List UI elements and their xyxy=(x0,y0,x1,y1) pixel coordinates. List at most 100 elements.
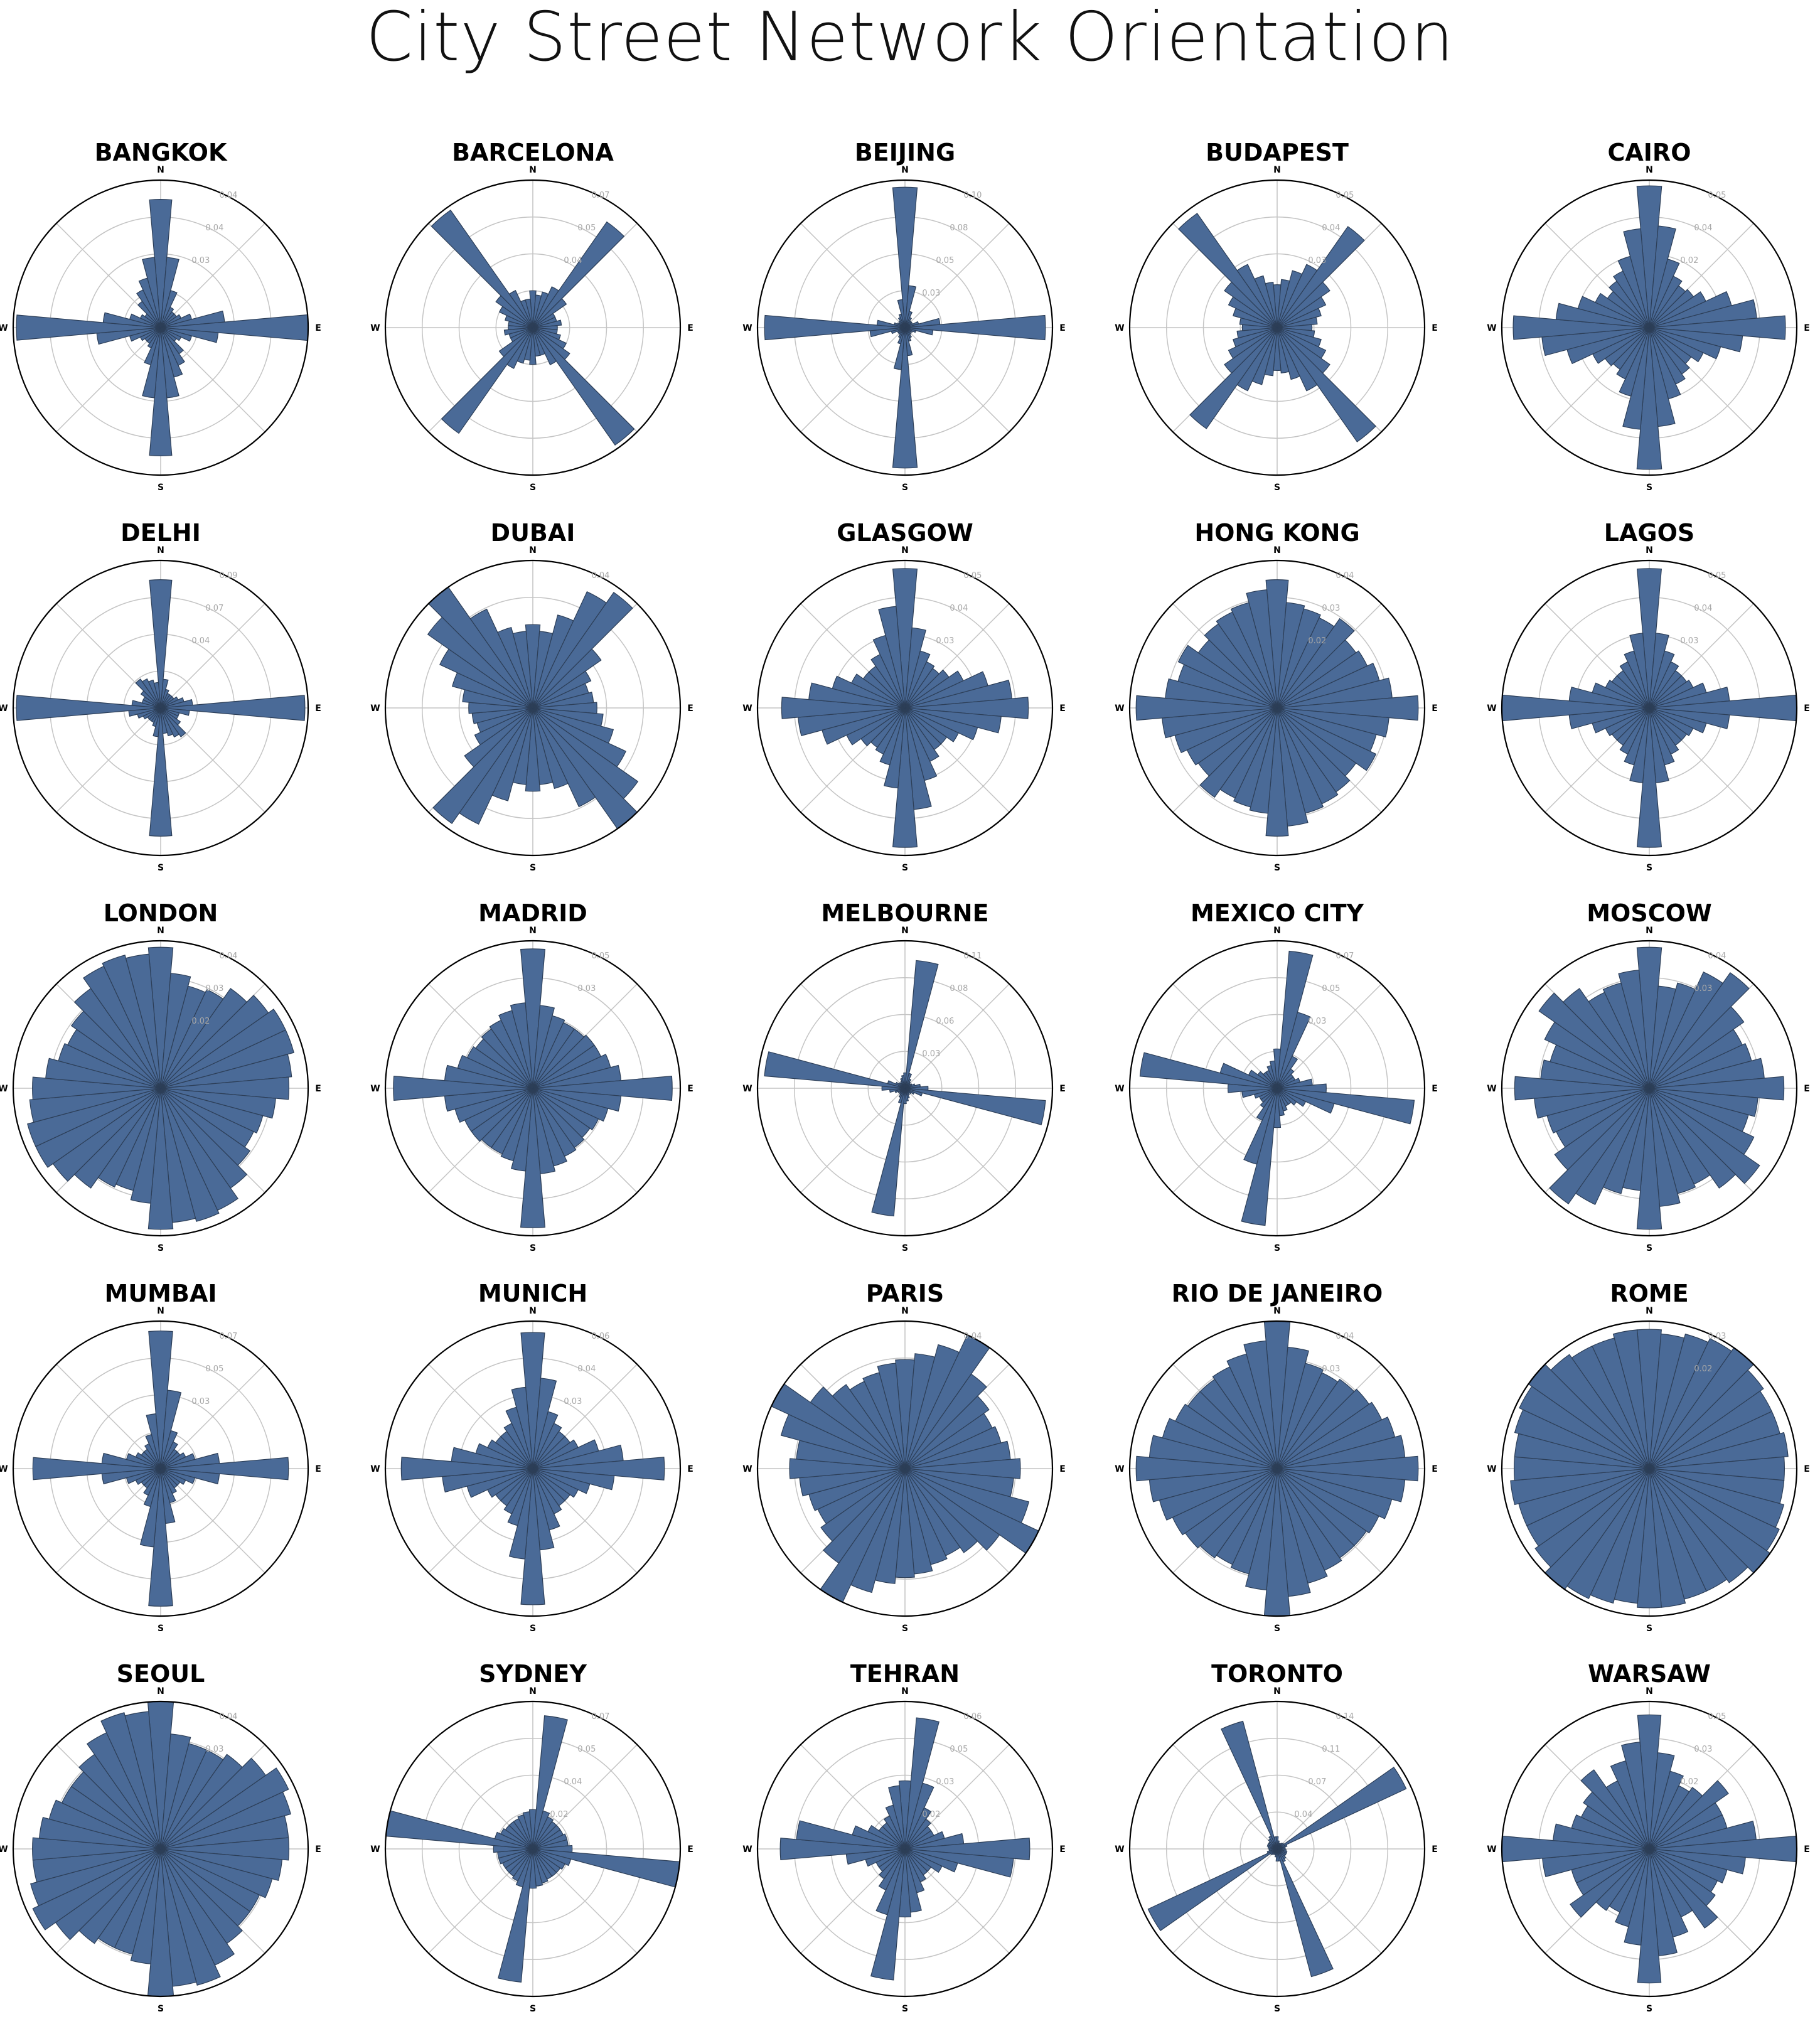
bar-350deg xyxy=(1269,1060,1278,1089)
bar-270deg xyxy=(764,314,906,341)
bar-200deg xyxy=(1615,1848,1650,1927)
bar-0deg xyxy=(1636,568,1662,709)
radial-tick-label: 0.06 xyxy=(936,1017,954,1026)
compass-label-e: E xyxy=(687,1084,693,1094)
grid-spoke xyxy=(56,1468,161,1573)
outer-circle xyxy=(12,1700,309,1998)
bar-210deg xyxy=(875,707,906,755)
bar-350deg xyxy=(1612,1329,1650,1469)
radial-tick-label: 0.03 xyxy=(1308,256,1326,265)
grid-spoke xyxy=(56,707,161,813)
polar-chart-sydney: SYDNEY 0.07 0.05 0.04 0.02 N E S W xyxy=(357,1655,709,2019)
radial-tick-label: 0.03 xyxy=(922,1049,940,1059)
bar-290deg xyxy=(58,1042,161,1089)
polar-plot: 0.14 0.11 0.07 0.04 N E S W xyxy=(1115,1686,1438,2014)
bar-90deg xyxy=(532,1457,665,1481)
compass-label-n: N xyxy=(529,1686,537,1696)
bar-20deg xyxy=(532,1015,565,1089)
bar-50deg xyxy=(1649,1006,1745,1089)
bar-250deg xyxy=(1266,1848,1278,1854)
bar-180deg xyxy=(149,707,173,837)
bar-210deg xyxy=(1256,1088,1278,1121)
radial-tick-label: 0.03 xyxy=(922,289,940,298)
polar-plot: 0.04 N E S W xyxy=(742,1306,1066,1634)
outer-circle xyxy=(756,1700,1054,1998)
radial-tick-label: 0.11 xyxy=(964,951,982,961)
polar-chart-moscow: MOSCOW 0.04 0.03 N E S W xyxy=(1474,894,1820,1258)
bar-320deg xyxy=(135,678,161,709)
compass-label-w: W xyxy=(370,704,380,714)
grid-spoke xyxy=(1277,983,1382,1089)
polar-chart-bangkok: BANGKOK 0.04 0.04 0.03 N E S W xyxy=(0,134,336,498)
chart-title: TORONTO xyxy=(1211,1660,1343,1688)
bar-340deg xyxy=(102,955,161,1089)
bar-340deg xyxy=(497,626,533,709)
bar-270deg xyxy=(16,314,161,341)
bar-350deg xyxy=(1621,1742,1650,1850)
bar-180deg xyxy=(520,1088,546,1228)
bar-40deg xyxy=(532,592,633,709)
bar-340deg xyxy=(147,679,161,709)
bar-80deg xyxy=(532,319,562,328)
polar-chart-seoul: SEOUL 0.04 0.03 N E S W xyxy=(0,1655,336,2019)
bar-350deg xyxy=(525,298,533,328)
compass-label-n: N xyxy=(1646,926,1653,936)
compass-label-w: W xyxy=(1115,1464,1124,1474)
bar-350deg xyxy=(1623,228,1650,328)
bar-110deg xyxy=(532,1088,609,1122)
outer-circle xyxy=(1128,940,1426,1237)
bar-90deg xyxy=(532,1075,673,1101)
bar-320deg xyxy=(832,1384,906,1469)
bar-310deg xyxy=(1538,992,1650,1089)
bar-300deg xyxy=(867,1824,906,1850)
polar-plot: 0.05 0.04 0.03 N E S W xyxy=(1487,545,1810,873)
bar-0deg xyxy=(149,579,173,709)
polar-chart-melbourne: MELBOURNE 0.11 0.08 0.06 0.03 N E S W xyxy=(729,894,1081,1258)
bar-90deg xyxy=(904,697,1029,719)
bar-290deg xyxy=(1577,296,1650,328)
radial-tick-label: 0.06 xyxy=(592,1332,610,1341)
radial-tick-label: 0.05 xyxy=(936,256,954,265)
grid-spoke xyxy=(800,327,906,432)
radial-tick-label: 0.04 xyxy=(1336,1332,1354,1341)
radial-tick-label: 0.04 xyxy=(220,951,238,961)
bar-200deg xyxy=(875,1848,906,1915)
compass-label-n: N xyxy=(901,545,909,555)
radial-tick-label: 0.03 xyxy=(205,984,223,993)
outer-circle xyxy=(12,1320,309,1617)
outer-circle xyxy=(384,1700,682,1998)
radial-tick-label: 0.04 xyxy=(1708,951,1726,961)
bar-140deg xyxy=(1649,1468,1748,1583)
grid-spoke xyxy=(904,327,1010,432)
bar-150deg xyxy=(532,327,557,365)
bar-180deg xyxy=(529,327,537,365)
compass-label-w: W xyxy=(370,1084,380,1094)
bar-200deg xyxy=(1230,1468,1278,1575)
polar-chart-mexico-city: MEXICO CITY 0.07 0.05 0.03 N E S W xyxy=(1101,894,1453,1258)
bar-50deg xyxy=(1649,1780,1729,1850)
radial-tick-label: 0.07 xyxy=(205,604,223,613)
bar-350deg xyxy=(901,1074,906,1089)
polar-plot: 0.03 0.02 N E S W xyxy=(1487,1306,1810,1634)
radial-tick-label: 0.14 xyxy=(1336,1712,1354,1722)
bar-140deg xyxy=(160,707,186,737)
compass-label-s: S xyxy=(158,1624,164,1634)
polar-plot: 0.05 0.03 0.02 N E S W xyxy=(1487,1686,1810,2014)
bar-0deg xyxy=(1265,579,1289,709)
polar-plot: 0.04 0.03 N E S W xyxy=(1115,1306,1438,1634)
bar-160deg xyxy=(160,1848,221,1986)
compass-label-n: N xyxy=(1273,545,1281,555)
chart-title: GLASGOW xyxy=(837,519,973,547)
polar-plot: 0.04 0.03 0.02 N E S W xyxy=(0,926,321,1253)
bar-280deg xyxy=(764,1051,906,1089)
bar-350deg xyxy=(153,682,161,709)
grid-spoke xyxy=(800,223,906,328)
bar-180deg xyxy=(147,1088,174,1230)
polar-chart-toronto: TORONTO 0.14 0.11 0.07 0.04 N E S W xyxy=(1101,1655,1453,2019)
compass-label-e: E xyxy=(315,323,321,333)
bar-90deg xyxy=(1649,315,1786,340)
radial-tick-label: 0.04 xyxy=(564,1777,582,1787)
bar-350deg xyxy=(512,631,533,709)
polar-chart-paris: PARIS 0.04 N E S W xyxy=(729,1275,1081,1639)
chart-title: DUBAI xyxy=(490,519,575,547)
